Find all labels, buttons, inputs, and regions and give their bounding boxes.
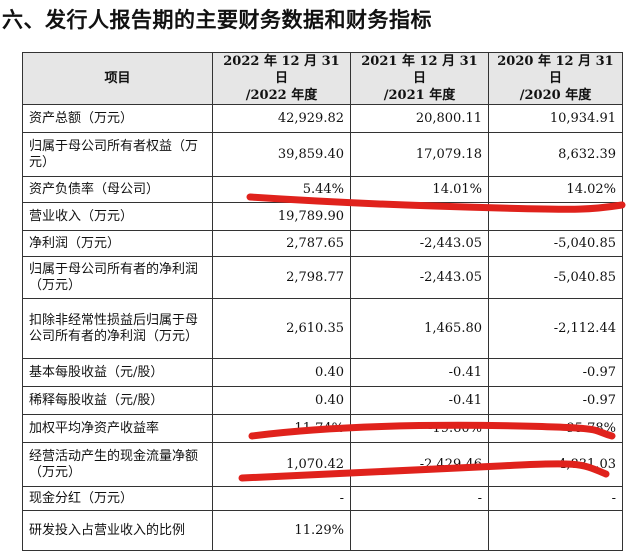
table-row: 研发投入占营业收入的比例 11.29% (22, 510, 623, 551)
table-row: 归属于母公司所有者权益（万元） 39,859.40 17,079.18 8,63… (22, 132, 623, 177)
header-2021-line2: /2021 年度 (383, 88, 456, 103)
cell-2021: - (350, 486, 489, 511)
cell-2021: 14.01% (350, 176, 489, 203)
row-label: 归属于母公司所有者的净利润（万元） (22, 256, 213, 299)
row-label: 研发投入占营业收入的比例 (22, 510, 213, 551)
row-label: 现金分红（万元） (22, 486, 213, 511)
cell-2022: 2,787.65 (212, 230, 351, 257)
cell-2020: 10,934.91 (488, 104, 623, 133)
cell-2021: -19.60% (350, 414, 489, 443)
cell-2020: -0.97 (488, 358, 623, 387)
financial-table: 项目 2022 年 12 月 31 日 /2022 年度 2021 年 12 月… (22, 52, 623, 551)
cell-2021: -2,443.05 (350, 256, 489, 299)
cell-2022: 0.40 (212, 386, 351, 415)
header-2021: 2021 年 12 月 31 日 /2021 年度 (350, 52, 489, 105)
header-2020: 2020 年 12 月 31 日 /2020 年度 (488, 52, 623, 105)
row-label: 稀释每股收益（元/股） (22, 386, 213, 415)
section-heading: 六、发行人报告期的主要财务数据和财务指标 (2, 8, 432, 32)
row-label: 资产总额（万元） (22, 104, 213, 133)
cell-2020 (488, 202, 623, 231)
cell-2021: -2,443.05 (350, 230, 489, 257)
table-row: 资产总额（万元） 42,929.82 20,800.11 10,934.91 (22, 104, 623, 133)
table-row: 经营活动产生的现金流量净额（万元） 1,070.42 -2,429.46 -4,… (22, 442, 623, 487)
cell-2022: 19,789.90 (212, 202, 351, 231)
cell-2021 (350, 202, 489, 231)
cell-2022: 1,070.42 (212, 442, 351, 487)
cell-2022: 42,929.82 (212, 104, 351, 133)
cell-2020: -0.97 (488, 386, 623, 415)
table-row: 营业收入（万元） 19,789.90 (22, 202, 623, 231)
header-2022: 2022 年 12 月 31 日 /2022 年度 (212, 52, 351, 105)
table-row: 现金分红（万元） - - - (22, 486, 623, 511)
table-header-row: 项目 2022 年 12 月 31 日 /2022 年度 2021 年 12 月… (22, 52, 623, 105)
cell-2021: -0.41 (350, 358, 489, 387)
table-row: 扣除非经常性损益后归属于母公司所有者的净利润（万元） 2,610.35 1,46… (22, 298, 623, 359)
cell-2021: 17,079.18 (350, 132, 489, 177)
cell-2020: -5,040.85 (488, 230, 623, 257)
table-row: 资产负债率（母公司） 5.44% 14.01% 14.02% (22, 176, 623, 203)
cell-2020: -2,112.44 (488, 298, 623, 359)
cell-2020: - (488, 486, 623, 511)
cell-2020 (488, 510, 623, 551)
row-label: 加权平均净资产收益率 (22, 414, 213, 443)
cell-2022: 0.40 (212, 358, 351, 387)
cell-2021: 1,465.80 (350, 298, 489, 359)
cell-2022: 2,798.77 (212, 256, 351, 299)
cell-2021: -0.41 (350, 386, 489, 415)
row-label: 归属于母公司所有者权益（万元） (22, 132, 213, 177)
cell-2022: - (212, 486, 351, 511)
header-2021-line1: 2021 年 12 月 31 日 (361, 54, 478, 86)
cell-2020: 14.02% (488, 176, 623, 203)
row-label: 净利润（万元） (22, 230, 213, 257)
cell-2020: -4,831.03 (488, 442, 623, 487)
table-row: 基本每股收益（元/股） 0.40 -0.41 -0.97 (22, 358, 623, 387)
table-row: 加权平均净资产收益率 11.74% -19.60% -95.78% (22, 414, 623, 443)
row-label: 经营活动产生的现金流量净额（万元） (22, 442, 213, 487)
cell-2022: 39,859.40 (212, 132, 351, 177)
table-row: 稀释每股收益（元/股） 0.40 -0.41 -0.97 (22, 386, 623, 415)
row-label: 扣除非经常性损益后归属于母公司所有者的净利润（万元） (22, 298, 213, 359)
cell-2022: 2,610.35 (212, 298, 351, 359)
header-item: 项目 (22, 52, 213, 105)
header-2020-line2: /2020 年度 (519, 88, 592, 103)
header-2022-line2: /2022 年度 (245, 88, 318, 103)
cell-2021 (350, 510, 489, 551)
table-row: 净利润（万元） 2,787.65 -2,443.05 -5,040.85 (22, 230, 623, 257)
cell-2020: -95.78% (488, 414, 623, 443)
header-2020-line1: 2020 年 12 月 31 日 (497, 54, 614, 86)
header-2022-line1: 2022 年 12 月 31 日 (223, 54, 340, 86)
row-label: 资产负债率（母公司） (22, 176, 213, 203)
table-row: 归属于母公司所有者的净利润（万元） 2,798.77 -2,443.05 -5,… (22, 256, 623, 299)
cell-2020: 8,632.39 (488, 132, 623, 177)
cell-2022: 11.74% (212, 414, 351, 443)
cell-2022: 5.44% (212, 176, 351, 203)
row-label: 基本每股收益（元/股） (22, 358, 213, 387)
cell-2021: -2,429.46 (350, 442, 489, 487)
row-label: 营业收入（万元） (22, 202, 213, 231)
cell-2020: -5,040.85 (488, 256, 623, 299)
cell-2022: 11.29% (212, 510, 351, 551)
cell-2021: 20,800.11 (350, 104, 489, 133)
